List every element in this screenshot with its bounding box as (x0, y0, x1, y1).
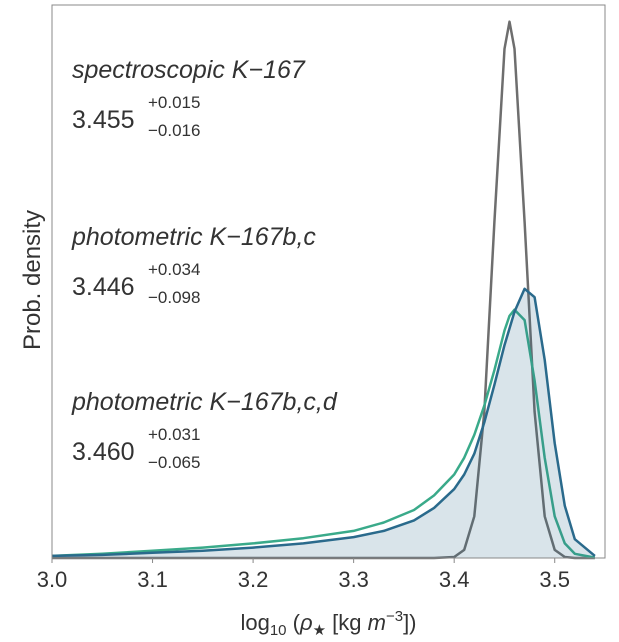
x-tick-label: 3.3 (338, 567, 369, 592)
plot-frame (51, 4, 606, 559)
x-axis-label-part: 10 (270, 622, 287, 639)
x-tick-label: 3.4 (439, 567, 470, 592)
x-axis-label-part: [kg (326, 610, 368, 635)
legend-label: photometric K−167b,c (71, 223, 316, 251)
legend-label: photometric K−167b,c,d (71, 388, 338, 416)
x-tick-label: 3.2 (238, 567, 269, 592)
legend-err-plus: +0.015 (148, 93, 200, 112)
y-axis-label: Prob. density (19, 210, 46, 350)
x-tick-label: 3.0 (37, 567, 68, 592)
legend-estimate: 3.455 (72, 106, 135, 134)
x-axis-label-part: ( (287, 610, 301, 635)
legend-estimate: 3.460 (72, 438, 135, 466)
area (52, 288, 595, 558)
x-axis-label-part: log (240, 610, 269, 635)
x-axis-label-part: ]) (403, 610, 416, 635)
x-axis-label-part: ★ (313, 622, 326, 639)
x-tick-label: 3.5 (539, 567, 570, 592)
legend-err-minus: −0.098 (148, 288, 200, 307)
legend-label: spectroscopic K−167 (72, 56, 306, 84)
x-axis-label-part: −3 (386, 608, 403, 625)
x-axis-label: log10 (ρ★ [kg m−3]) (240, 608, 416, 639)
legend-estimate: 3.446 (72, 273, 135, 301)
legend-err-minus: −0.065 (148, 453, 200, 472)
x-axis-label-part: m (368, 610, 386, 635)
legend-err-minus: −0.016 (148, 121, 200, 140)
x-axis-label-part: ρ (299, 610, 313, 635)
line (51, 308, 596, 559)
legend-err-plus: +0.034 (148, 260, 200, 279)
legend-err-plus: +0.031 (148, 425, 200, 444)
line (51, 287, 596, 558)
x-tick-label: 3.1 (137, 567, 168, 592)
